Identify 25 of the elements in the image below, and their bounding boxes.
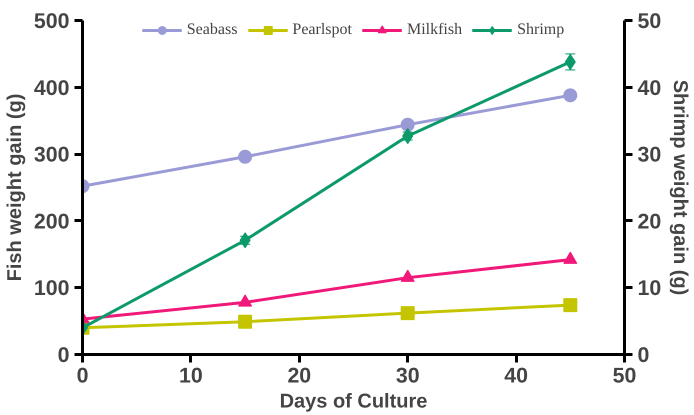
x-tick-label: 30 (396, 364, 420, 388)
y2-tick-label: 0 (638, 343, 650, 367)
y2-axis-title: Shrimp weight gain (g) (669, 80, 692, 296)
y2-tick-label: 10 (638, 276, 662, 300)
y-tick-label: 100 (34, 276, 70, 300)
x-tick-label: 40 (504, 364, 528, 388)
y-tick-label: 300 (34, 142, 70, 167)
x-axis-title: Days of Culture (280, 390, 428, 412)
y-axis-title: Fish weight gain (g) (4, 94, 26, 282)
x-tick-label: 50 (612, 364, 636, 388)
legend-label: Milkfish (406, 21, 462, 39)
y-tick-label: 500 (34, 9, 70, 33)
legend-label: Shrimp (517, 21, 564, 39)
x-tick-label: 10 (179, 364, 203, 388)
y2-tick-label: 50 (638, 9, 662, 33)
y2-tick-label: 30 (638, 142, 662, 167)
y-tick-label: 400 (34, 76, 70, 100)
y-tick-label: 200 (34, 209, 70, 234)
legend-label: Pearlspot (292, 21, 352, 39)
y-tick-label: 0 (58, 343, 70, 367)
y2-tick-label: 20 (638, 209, 662, 234)
legend-label: Seabass (186, 21, 238, 39)
y2-tick-label: 40 (638, 76, 662, 100)
x-tick-label: 20 (287, 364, 312, 388)
x-tick-label: 0 (76, 364, 88, 388)
